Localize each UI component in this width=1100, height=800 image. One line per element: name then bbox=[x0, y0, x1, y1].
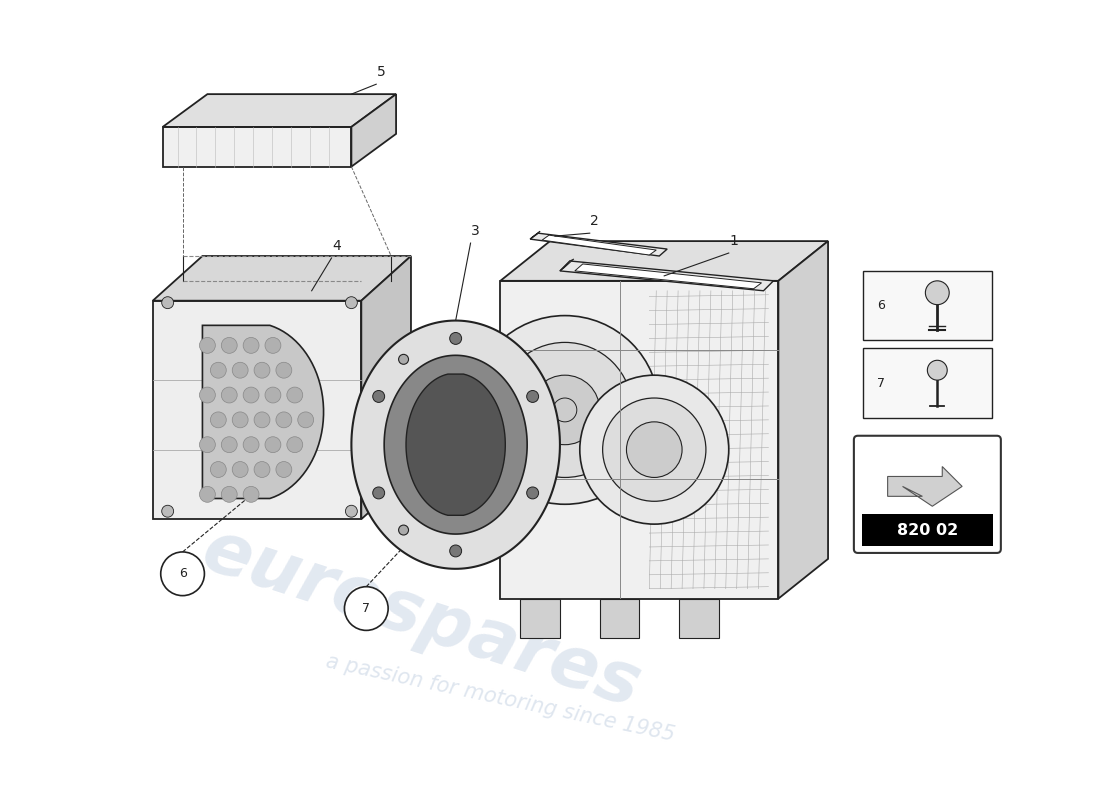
Circle shape bbox=[243, 387, 258, 403]
Polygon shape bbox=[500, 281, 779, 598]
Circle shape bbox=[210, 412, 227, 428]
Circle shape bbox=[254, 362, 270, 378]
Polygon shape bbox=[530, 231, 540, 239]
Text: 7: 7 bbox=[362, 602, 371, 615]
Circle shape bbox=[527, 487, 539, 499]
Circle shape bbox=[199, 338, 216, 354]
Polygon shape bbox=[560, 259, 574, 271]
Polygon shape bbox=[500, 241, 828, 281]
Text: 2: 2 bbox=[591, 214, 600, 228]
Circle shape bbox=[265, 338, 280, 354]
Circle shape bbox=[603, 398, 706, 502]
Circle shape bbox=[450, 333, 462, 344]
Text: 820 02: 820 02 bbox=[896, 522, 958, 538]
Circle shape bbox=[580, 375, 728, 524]
Circle shape bbox=[298, 412, 314, 428]
Circle shape bbox=[345, 297, 358, 309]
Circle shape bbox=[530, 375, 600, 445]
Circle shape bbox=[287, 437, 303, 453]
Circle shape bbox=[927, 360, 947, 380]
Polygon shape bbox=[600, 598, 639, 638]
Circle shape bbox=[221, 486, 238, 502]
Circle shape bbox=[243, 338, 258, 354]
Polygon shape bbox=[351, 94, 396, 166]
Polygon shape bbox=[779, 241, 828, 598]
Polygon shape bbox=[862, 348, 992, 418]
Polygon shape bbox=[560, 261, 773, 290]
Circle shape bbox=[345, 506, 358, 517]
Circle shape bbox=[276, 462, 292, 478]
Circle shape bbox=[925, 281, 949, 305]
Polygon shape bbox=[575, 264, 761, 289]
Polygon shape bbox=[530, 233, 668, 256]
Circle shape bbox=[497, 342, 632, 478]
Polygon shape bbox=[862, 271, 992, 341]
Polygon shape bbox=[861, 514, 993, 546]
Circle shape bbox=[265, 437, 280, 453]
Text: 3: 3 bbox=[471, 224, 480, 238]
Circle shape bbox=[373, 487, 385, 499]
Circle shape bbox=[199, 486, 216, 502]
Text: 5: 5 bbox=[377, 66, 386, 79]
Circle shape bbox=[232, 362, 249, 378]
Circle shape bbox=[254, 412, 270, 428]
Circle shape bbox=[276, 412, 292, 428]
Polygon shape bbox=[153, 256, 411, 301]
Circle shape bbox=[221, 437, 238, 453]
Polygon shape bbox=[163, 127, 351, 166]
Circle shape bbox=[627, 422, 682, 478]
FancyBboxPatch shape bbox=[854, 436, 1001, 553]
Circle shape bbox=[232, 412, 249, 428]
Polygon shape bbox=[384, 355, 527, 534]
Polygon shape bbox=[351, 321, 560, 569]
Circle shape bbox=[527, 390, 539, 402]
Circle shape bbox=[254, 462, 270, 478]
Circle shape bbox=[210, 362, 227, 378]
Circle shape bbox=[161, 552, 205, 596]
Circle shape bbox=[243, 486, 258, 502]
Text: 6: 6 bbox=[178, 567, 187, 580]
Circle shape bbox=[344, 586, 388, 630]
Polygon shape bbox=[888, 466, 962, 506]
Text: eurospares: eurospares bbox=[192, 515, 649, 722]
Circle shape bbox=[162, 506, 174, 517]
Text: 4: 4 bbox=[332, 239, 341, 253]
Circle shape bbox=[162, 297, 174, 309]
Circle shape bbox=[199, 437, 216, 453]
Polygon shape bbox=[406, 374, 505, 515]
Circle shape bbox=[398, 354, 408, 364]
Circle shape bbox=[450, 545, 462, 557]
Circle shape bbox=[221, 338, 238, 354]
Polygon shape bbox=[361, 256, 411, 519]
Circle shape bbox=[232, 462, 249, 478]
Circle shape bbox=[221, 387, 238, 403]
Polygon shape bbox=[202, 326, 323, 498]
Text: 7: 7 bbox=[877, 377, 884, 390]
Polygon shape bbox=[542, 235, 657, 255]
Polygon shape bbox=[153, 301, 361, 519]
Text: a passion for motoring since 1985: a passion for motoring since 1985 bbox=[324, 651, 676, 745]
Polygon shape bbox=[163, 94, 396, 127]
Circle shape bbox=[398, 525, 408, 535]
Circle shape bbox=[287, 387, 303, 403]
Circle shape bbox=[243, 437, 258, 453]
Circle shape bbox=[199, 387, 216, 403]
Polygon shape bbox=[679, 598, 718, 638]
Circle shape bbox=[276, 362, 292, 378]
Text: 6: 6 bbox=[877, 299, 884, 312]
Text: 1: 1 bbox=[729, 234, 738, 248]
Circle shape bbox=[210, 462, 227, 478]
Circle shape bbox=[373, 390, 385, 402]
Circle shape bbox=[471, 315, 659, 504]
Circle shape bbox=[265, 387, 280, 403]
Circle shape bbox=[553, 398, 576, 422]
Polygon shape bbox=[520, 598, 560, 638]
